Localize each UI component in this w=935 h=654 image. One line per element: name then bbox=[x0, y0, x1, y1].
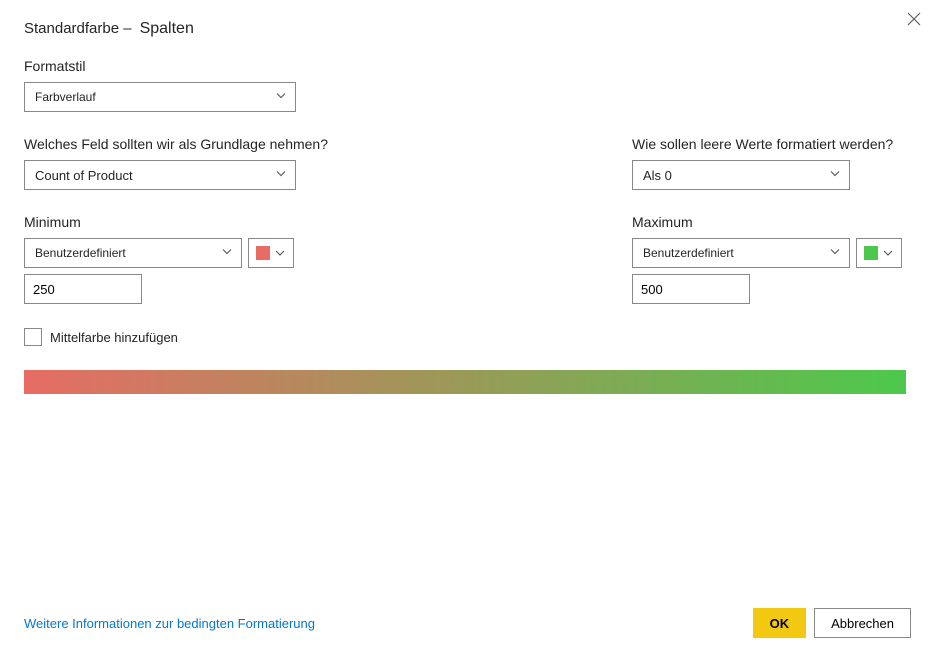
chevron-down-icon bbox=[882, 247, 894, 259]
minimum-mode-value: Benutzerdefiniert bbox=[35, 246, 126, 260]
chevron-down-icon bbox=[274, 247, 286, 259]
minimum-color-swatch bbox=[256, 246, 270, 260]
chevron-down-icon bbox=[275, 90, 287, 105]
chevron-down-icon bbox=[275, 168, 287, 183]
minimum-color-picker[interactable] bbox=[248, 238, 294, 268]
field-basis-label: Welches Feld sollten wir als Grundlage n… bbox=[24, 136, 632, 152]
maximum-label: Maximum bbox=[632, 214, 911, 230]
field-basis-select[interactable]: Count of Product bbox=[24, 160, 296, 190]
header-title: Spalten bbox=[140, 20, 194, 38]
chevron-down-icon bbox=[829, 246, 841, 261]
empty-values-select[interactable]: Als 0 bbox=[632, 160, 850, 190]
close-icon bbox=[907, 12, 921, 26]
gradient-preview bbox=[24, 370, 906, 394]
maximum-mode-select[interactable]: Benutzerdefiniert bbox=[632, 238, 850, 268]
chevron-down-icon bbox=[221, 246, 233, 261]
format-style-value: Farbverlauf bbox=[35, 90, 96, 104]
minimum-label: Minimum bbox=[24, 214, 632, 230]
mid-color-checkbox[interactable] bbox=[24, 328, 42, 346]
dialog-footer: Weitere Informationen zur bedingten Form… bbox=[24, 608, 911, 638]
close-button[interactable] bbox=[907, 10, 921, 31]
cancel-button[interactable]: Abbrechen bbox=[814, 608, 911, 638]
minimum-mode-select[interactable]: Benutzerdefiniert bbox=[24, 238, 242, 268]
maximum-color-picker[interactable] bbox=[856, 238, 902, 268]
learn-more-link[interactable]: Weitere Informationen zur bedingten Form… bbox=[24, 616, 315, 631]
empty-values-value: Als 0 bbox=[643, 168, 672, 183]
color-format-dialog: Standardfarbe – Spalten Formatstil Farbv… bbox=[0, 0, 935, 654]
ok-button[interactable]: OK bbox=[753, 608, 807, 638]
field-basis-value: Count of Product bbox=[35, 168, 133, 183]
format-style-select[interactable]: Farbverlauf bbox=[24, 82, 296, 112]
minimum-value-input[interactable] bbox=[24, 274, 142, 304]
empty-values-label: Wie sollen leere Werte formatiert werden… bbox=[632, 136, 911, 152]
dialog-header: Standardfarbe – Spalten bbox=[24, 20, 911, 38]
format-style-label: Formatstil bbox=[24, 58, 911, 74]
chevron-down-icon bbox=[829, 168, 841, 183]
maximum-value-input[interactable] bbox=[632, 274, 750, 304]
maximum-color-swatch bbox=[864, 246, 878, 260]
maximum-mode-value: Benutzerdefiniert bbox=[643, 246, 734, 260]
header-prefix: Standardfarbe – bbox=[24, 20, 132, 37]
mid-color-label: Mittelfarbe hinzufügen bbox=[50, 330, 178, 345]
